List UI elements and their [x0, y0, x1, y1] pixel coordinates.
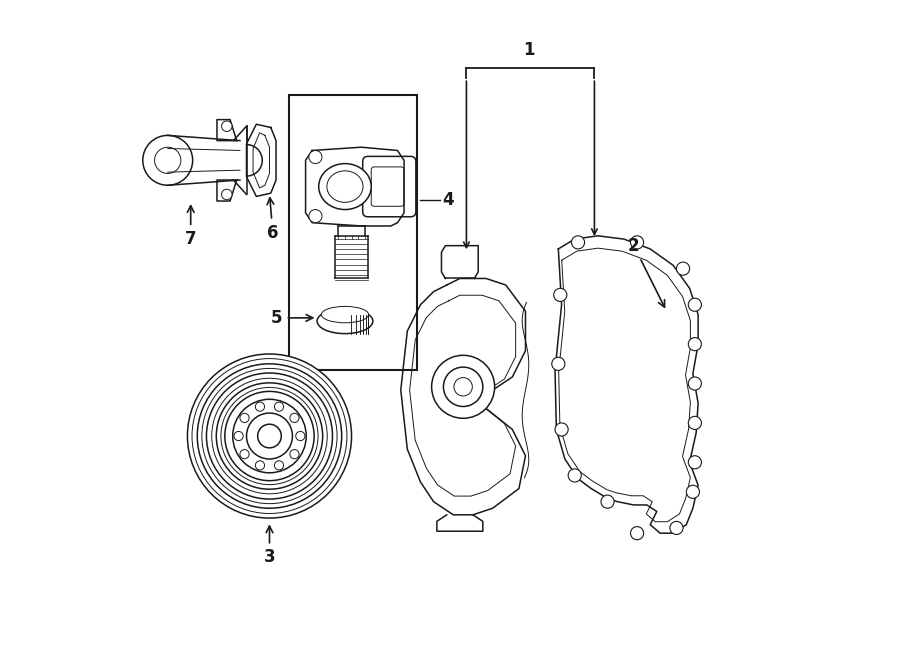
Circle shape — [240, 449, 249, 459]
Circle shape — [256, 402, 265, 411]
Circle shape — [220, 387, 318, 485]
Circle shape — [296, 432, 305, 441]
Circle shape — [677, 262, 689, 275]
Circle shape — [247, 413, 292, 459]
Circle shape — [432, 355, 495, 418]
Circle shape — [555, 423, 568, 436]
Circle shape — [670, 522, 683, 534]
Circle shape — [197, 364, 342, 508]
Text: 2: 2 — [628, 236, 664, 307]
Circle shape — [202, 369, 338, 504]
Circle shape — [688, 377, 701, 390]
Circle shape — [631, 236, 644, 249]
Circle shape — [143, 136, 193, 185]
Circle shape — [601, 495, 614, 508]
Circle shape — [155, 147, 181, 173]
Text: 3: 3 — [264, 526, 275, 567]
Circle shape — [568, 469, 581, 482]
Circle shape — [688, 455, 701, 469]
Circle shape — [274, 461, 284, 470]
Circle shape — [212, 378, 328, 494]
FancyBboxPatch shape — [363, 156, 416, 216]
Circle shape — [257, 424, 282, 448]
Circle shape — [256, 461, 265, 470]
Circle shape — [454, 377, 473, 396]
Circle shape — [187, 354, 352, 518]
Circle shape — [290, 413, 299, 422]
Circle shape — [552, 357, 565, 370]
Circle shape — [309, 210, 322, 222]
FancyBboxPatch shape — [371, 167, 404, 207]
Circle shape — [221, 121, 232, 132]
Circle shape — [309, 150, 322, 164]
Ellipse shape — [327, 171, 363, 203]
Circle shape — [206, 373, 332, 499]
Circle shape — [444, 367, 482, 406]
Circle shape — [554, 289, 567, 301]
Text: 7: 7 — [184, 206, 196, 248]
Circle shape — [687, 485, 699, 498]
Ellipse shape — [317, 308, 373, 334]
Circle shape — [221, 189, 232, 200]
Ellipse shape — [319, 164, 371, 210]
Circle shape — [240, 413, 249, 422]
Text: 4: 4 — [442, 191, 454, 209]
Circle shape — [688, 338, 701, 351]
Circle shape — [233, 399, 306, 473]
Ellipse shape — [321, 307, 369, 323]
Circle shape — [192, 359, 346, 514]
Circle shape — [631, 526, 644, 540]
Text: 1: 1 — [523, 41, 535, 59]
Bar — [289, 95, 418, 370]
Circle shape — [216, 383, 322, 489]
Text: 6: 6 — [267, 198, 278, 242]
Circle shape — [290, 449, 299, 459]
Circle shape — [688, 298, 701, 311]
Circle shape — [225, 391, 314, 481]
Text: 5: 5 — [271, 309, 313, 327]
Circle shape — [688, 416, 701, 430]
Circle shape — [234, 432, 243, 441]
Circle shape — [274, 402, 284, 411]
Circle shape — [572, 236, 585, 249]
